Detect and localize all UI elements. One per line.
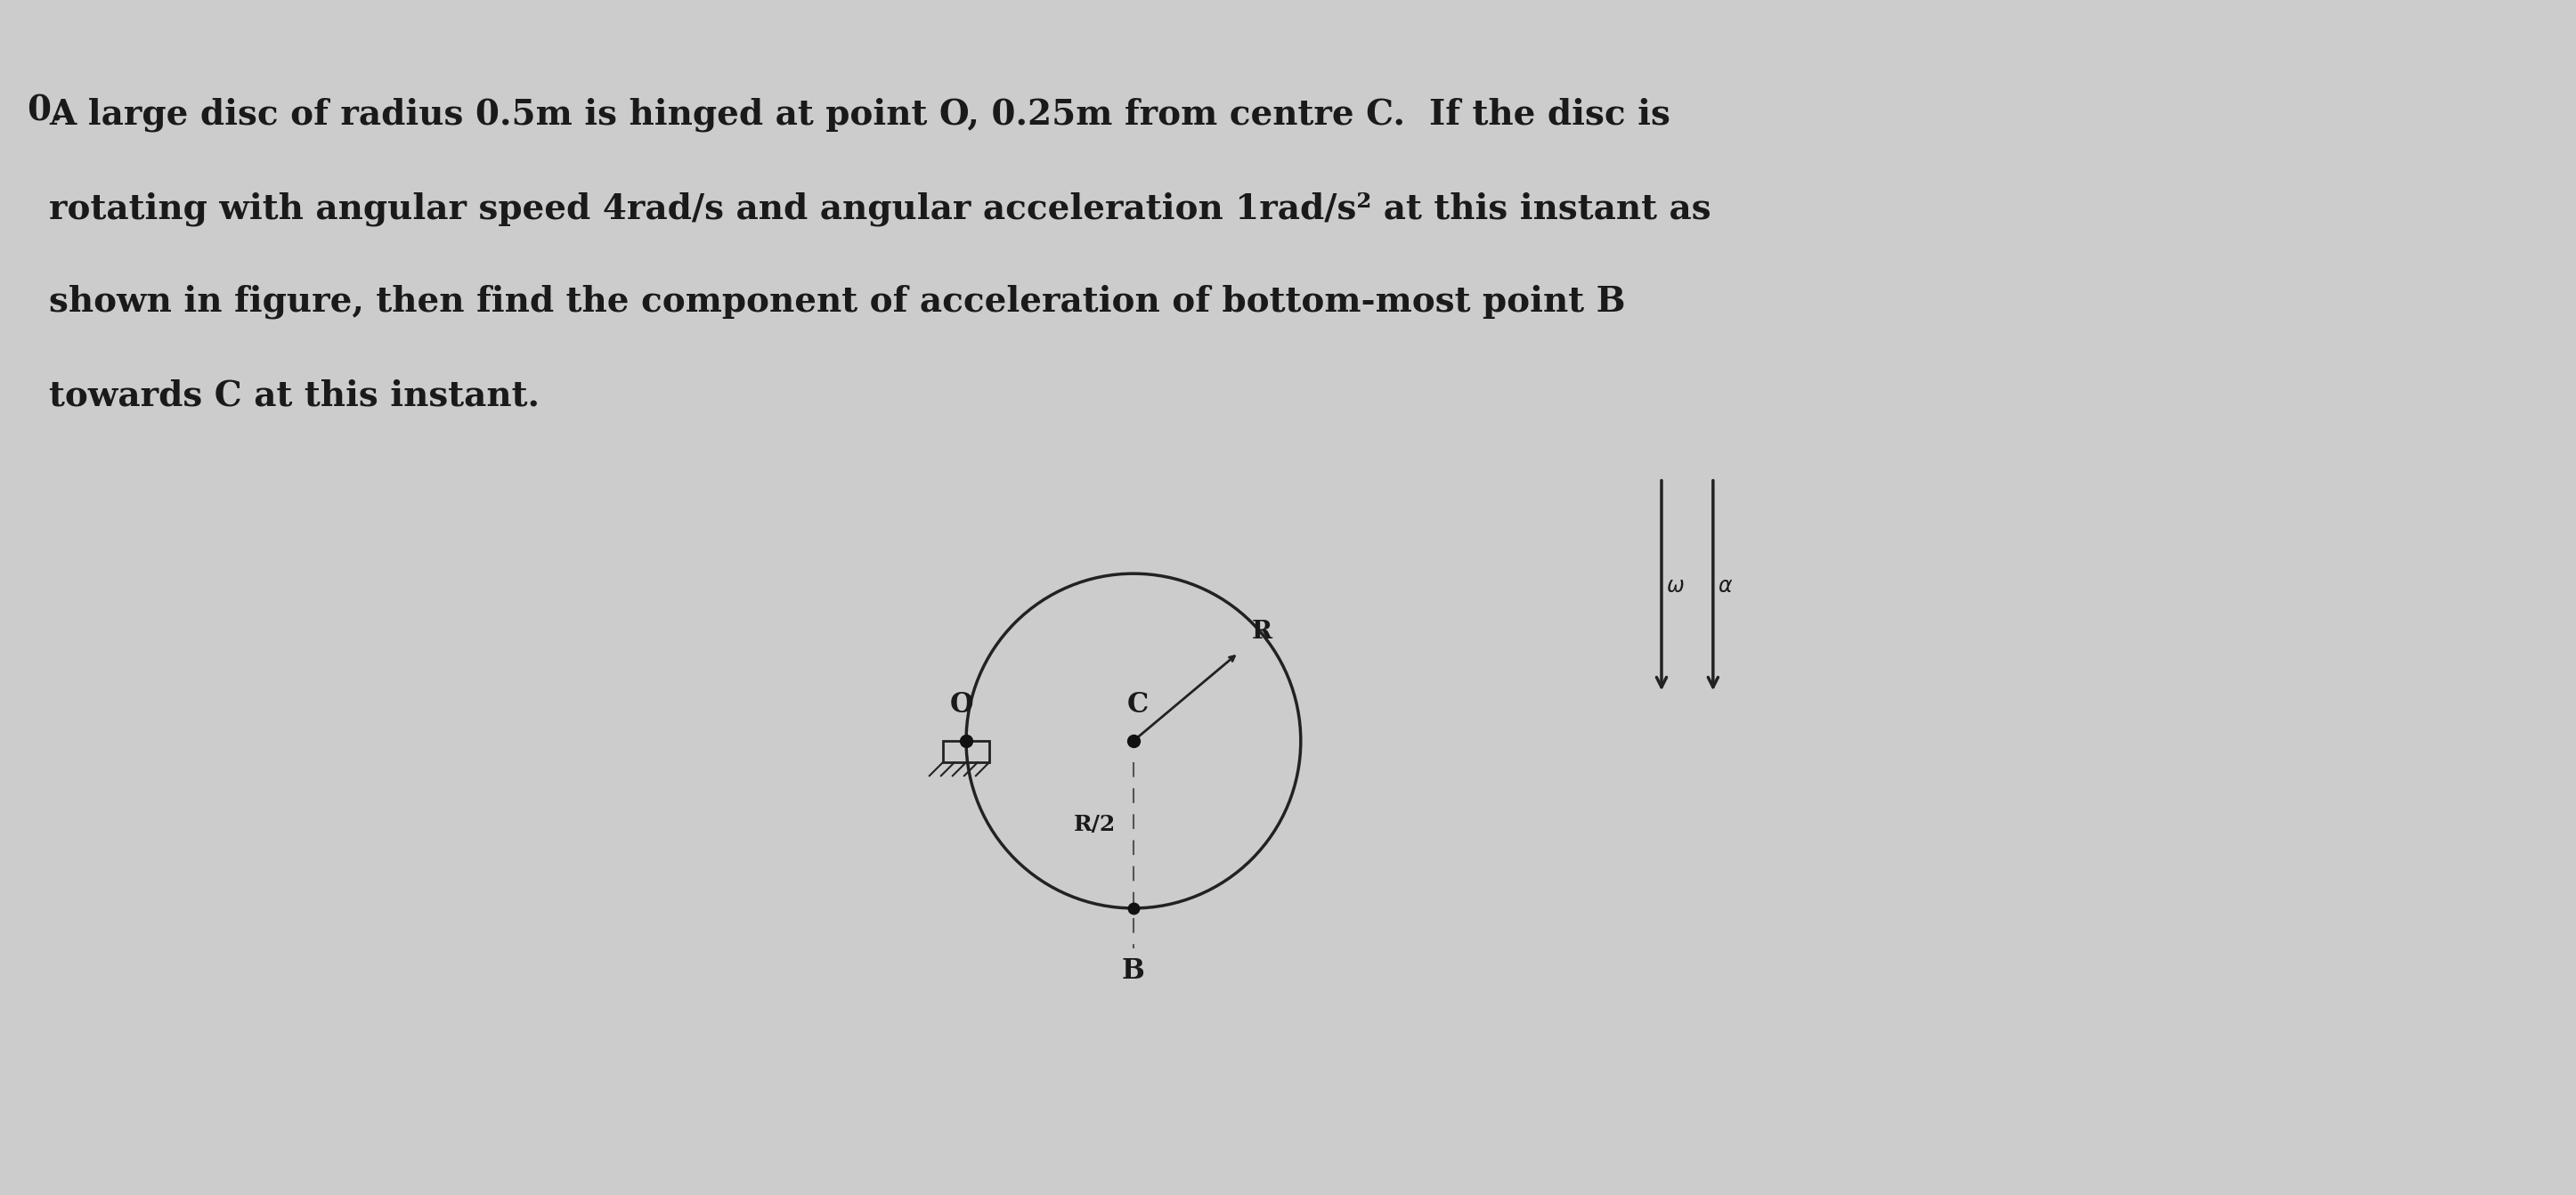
Text: $\omega$: $\omega$ xyxy=(1667,575,1685,596)
Text: B: B xyxy=(1123,957,1144,985)
Text: R: R xyxy=(1252,620,1273,644)
Bar xyxy=(943,741,989,762)
Text: O: O xyxy=(951,691,974,718)
Text: rotating with angular speed 4rad/s and angular acceleration 1rad/s² at this inst: rotating with angular speed 4rad/s and a… xyxy=(49,191,1710,226)
Text: C: C xyxy=(1128,691,1149,718)
Text: R/2: R/2 xyxy=(1074,814,1115,835)
Text: $\alpha$: $\alpha$ xyxy=(1718,575,1734,596)
Text: 0.: 0. xyxy=(26,93,62,128)
Text: A large disc of radius 0.5m is hinged at point O, 0.25m from centre C.  If the d: A large disc of radius 0.5m is hinged at… xyxy=(49,98,1669,133)
Text: shown in figure, then find the component of acceleration of bottom-most point B: shown in figure, then find the component… xyxy=(49,284,1625,319)
Text: towards C at this instant.: towards C at this instant. xyxy=(49,379,538,412)
